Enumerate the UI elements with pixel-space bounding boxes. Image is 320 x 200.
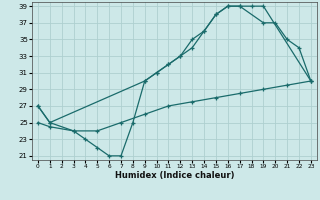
X-axis label: Humidex (Indice chaleur): Humidex (Indice chaleur): [115, 171, 234, 180]
